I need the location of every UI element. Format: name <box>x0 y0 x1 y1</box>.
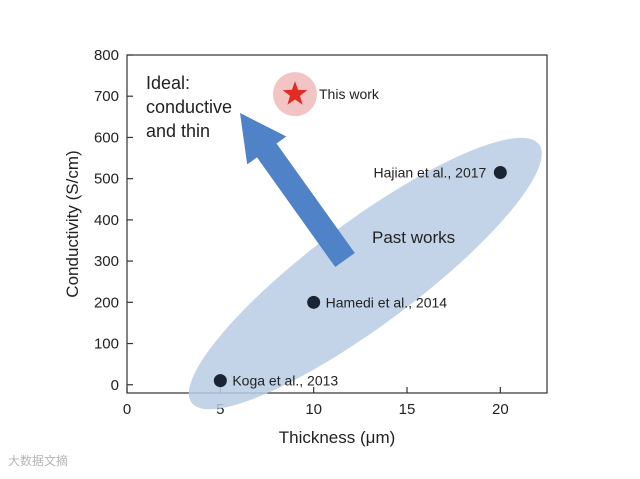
y-tick-label: 200 <box>94 294 119 311</box>
this-work-label: This work <box>319 86 380 102</box>
y-tick-label: 800 <box>94 47 119 64</box>
x-axis-title: Thickness (μm) <box>279 428 396 447</box>
y-tick-label: 600 <box>94 129 119 146</box>
watermark-text: 大数据文摘 <box>8 454 69 468</box>
data-point <box>213 374 227 388</box>
x-tick-label: 15 <box>399 401 416 418</box>
y-tick-label: 100 <box>94 336 119 353</box>
past-works-region <box>188 137 542 410</box>
y-tick-label: 300 <box>94 253 119 270</box>
past-works-label: Past works <box>372 228 455 247</box>
x-tick-label: 20 <box>492 401 509 418</box>
ideal-annotation-line-2: conductive <box>146 97 232 117</box>
y-tick-label: 0 <box>111 377 119 394</box>
y-tick-label: 700 <box>94 88 119 105</box>
x-tick-label: 10 <box>305 401 322 418</box>
data-point <box>307 295 321 309</box>
plot-frame <box>126 54 548 394</box>
x-tick-label: 0 <box>123 401 131 418</box>
y-tick-label: 500 <box>94 171 119 188</box>
data-point <box>493 165 507 179</box>
ideal-direction-arrow <box>240 113 355 267</box>
y-axis-title: Conductivity (S/cm) <box>63 150 82 297</box>
data-point-label: Hajian et al., 2017 <box>373 164 486 180</box>
this-work-star-marker <box>282 81 308 105</box>
ideal-annotation-line-3: and thin <box>146 121 210 141</box>
y-tick-label: 400 <box>94 212 119 229</box>
data-points: Koga et al., 2013 Hamedi et al., 2014 Haji… <box>213 164 507 389</box>
ideal-annotation-line-1: Ideal: <box>146 73 190 93</box>
x-tick-label: 5 <box>216 401 224 418</box>
data-point-label: Koga et al., 2013 <box>232 373 338 389</box>
data-point-label: Hamedi et al., 2014 <box>326 294 448 310</box>
